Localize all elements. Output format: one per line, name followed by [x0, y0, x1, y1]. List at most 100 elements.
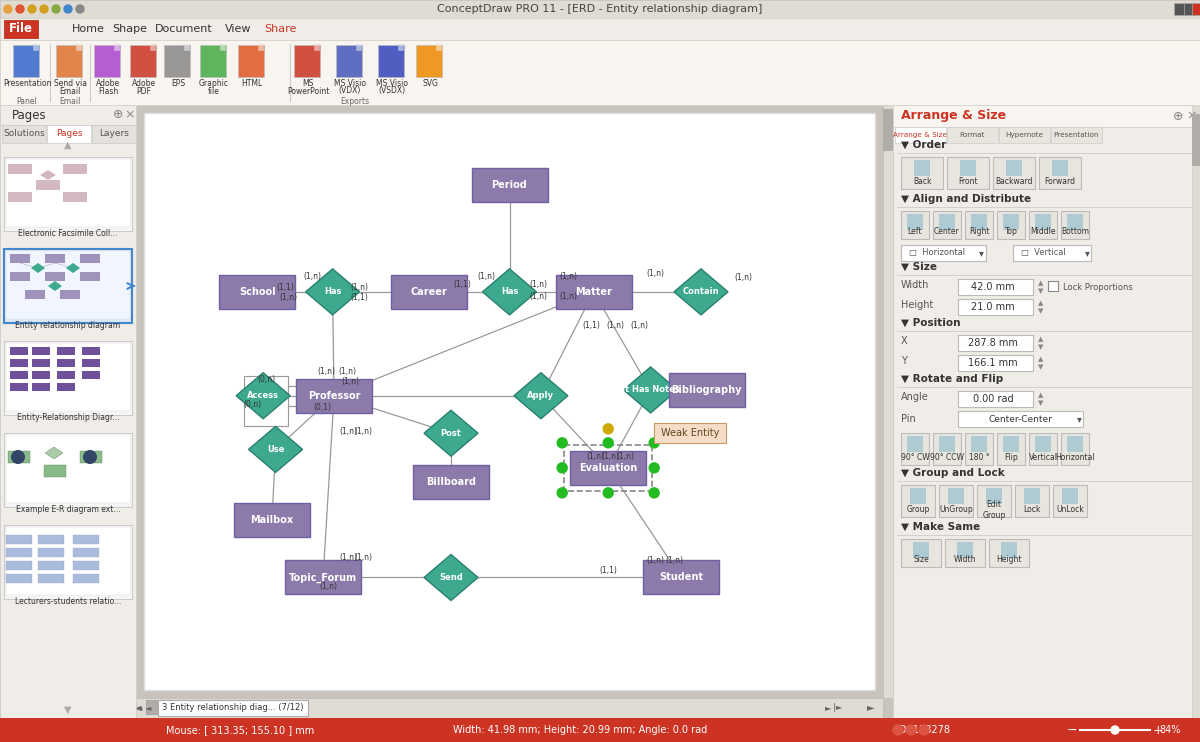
Text: (1,n): (1,n): [350, 283, 368, 292]
FancyBboxPatch shape: [238, 45, 264, 77]
FancyBboxPatch shape: [80, 254, 100, 263]
Text: Pages: Pages: [55, 130, 83, 139]
Text: Career: Career: [410, 287, 448, 297]
Text: Forward: Forward: [1044, 177, 1075, 186]
Text: ▼: ▼: [1038, 288, 1044, 294]
Circle shape: [11, 450, 25, 464]
Text: (1,n): (1,n): [304, 272, 322, 280]
FancyBboxPatch shape: [1015, 485, 1049, 517]
Text: 42.0 mm: 42.0 mm: [971, 282, 1015, 292]
FancyBboxPatch shape: [38, 535, 64, 544]
Text: Share: Share: [264, 24, 296, 34]
FancyBboxPatch shape: [150, 45, 156, 51]
FancyBboxPatch shape: [4, 525, 132, 599]
Text: Example E-R diagram ext...: Example E-R diagram ext...: [16, 505, 120, 513]
Polygon shape: [248, 427, 302, 473]
FancyBboxPatch shape: [10, 371, 28, 379]
Text: SVG: SVG: [422, 79, 438, 88]
Circle shape: [1111, 726, 1120, 734]
FancyBboxPatch shape: [913, 542, 929, 558]
FancyBboxPatch shape: [901, 211, 929, 239]
Text: (1,n): (1,n): [529, 292, 547, 301]
Text: ▼: ▼: [65, 705, 72, 715]
Polygon shape: [306, 269, 360, 315]
FancyBboxPatch shape: [1192, 3, 1200, 15]
FancyBboxPatch shape: [413, 465, 490, 499]
FancyBboxPatch shape: [883, 105, 893, 698]
FancyBboxPatch shape: [296, 378, 372, 413]
Text: Electronic Facsimile Coll...: Electronic Facsimile Coll...: [18, 229, 118, 237]
Text: ▼: ▼: [1038, 364, 1044, 370]
FancyBboxPatch shape: [1174, 3, 1186, 15]
Text: Center: Center: [934, 228, 960, 237]
Text: Group: Group: [906, 505, 930, 514]
Text: Format: Format: [959, 132, 985, 138]
Text: 0.00 rad: 0.00 rad: [973, 394, 1013, 404]
Text: Mailbox: Mailbox: [251, 515, 294, 525]
Text: Panel: Panel: [17, 97, 37, 107]
FancyBboxPatch shape: [940, 485, 973, 517]
Text: ⊕: ⊕: [1172, 110, 1183, 122]
Polygon shape: [40, 170, 56, 180]
Circle shape: [16, 5, 24, 13]
Text: (1,n): (1,n): [280, 293, 298, 302]
FancyBboxPatch shape: [4, 157, 132, 231]
FancyBboxPatch shape: [10, 347, 28, 355]
FancyBboxPatch shape: [0, 105, 136, 125]
FancyBboxPatch shape: [1061, 433, 1090, 465]
Text: ►: ►: [824, 703, 832, 712]
FancyBboxPatch shape: [4, 433, 132, 507]
FancyBboxPatch shape: [1034, 436, 1051, 452]
Polygon shape: [482, 269, 536, 315]
FancyBboxPatch shape: [64, 164, 88, 174]
FancyBboxPatch shape: [668, 373, 745, 407]
FancyBboxPatch shape: [34, 45, 38, 51]
Text: (1,n): (1,n): [318, 367, 336, 376]
Text: Topic_Forum: Topic_Forum: [289, 572, 358, 582]
Text: Home: Home: [72, 24, 104, 34]
Text: Contain: Contain: [683, 287, 719, 296]
FancyBboxPatch shape: [130, 45, 156, 77]
Text: (1,n): (1,n): [606, 321, 624, 330]
FancyBboxPatch shape: [436, 45, 442, 51]
FancyBboxPatch shape: [146, 700, 206, 714]
Text: (1,n): (1,n): [647, 269, 665, 278]
Polygon shape: [66, 263, 80, 273]
Text: (1,n): (1,n): [478, 272, 496, 280]
Text: (1,1): (1,1): [276, 283, 294, 292]
Text: Send: Send: [439, 573, 463, 582]
Text: 3 Entity relationship diag... (7/12): 3 Entity relationship diag... (7/12): [162, 703, 304, 712]
FancyBboxPatch shape: [13, 45, 38, 77]
Text: Top: Top: [1004, 228, 1018, 237]
FancyBboxPatch shape: [940, 214, 955, 230]
FancyBboxPatch shape: [0, 718, 1200, 742]
Polygon shape: [31, 263, 46, 273]
FancyBboxPatch shape: [94, 45, 120, 77]
FancyBboxPatch shape: [73, 548, 98, 557]
Text: ▾: ▾: [978, 248, 984, 258]
Text: Lock: Lock: [1024, 505, 1040, 514]
Circle shape: [64, 5, 72, 13]
FancyBboxPatch shape: [82, 371, 100, 379]
Text: Access: Access: [247, 391, 280, 400]
Text: ▼ Size: ▼ Size: [901, 262, 937, 272]
Text: Period: Period: [492, 180, 527, 190]
Text: ▲: ▲: [1038, 392, 1044, 398]
FancyBboxPatch shape: [73, 535, 98, 544]
FancyBboxPatch shape: [8, 451, 30, 463]
Text: Has: Has: [500, 287, 518, 296]
Text: ▲: ▲: [1038, 300, 1044, 306]
FancyBboxPatch shape: [184, 45, 190, 51]
Text: (1,n): (1,n): [559, 272, 577, 280]
Text: (VSDX): (VSDX): [378, 87, 406, 96]
Text: Height: Height: [901, 300, 934, 310]
Text: Pages: Pages: [12, 108, 47, 122]
Text: ◄: ◄: [136, 703, 143, 712]
FancyBboxPatch shape: [1030, 211, 1057, 239]
Text: Email: Email: [59, 97, 80, 107]
FancyBboxPatch shape: [6, 574, 32, 583]
Text: Presentation: Presentation: [1054, 132, 1099, 138]
Text: View: View: [224, 24, 251, 34]
FancyBboxPatch shape: [971, 436, 986, 452]
FancyBboxPatch shape: [158, 700, 308, 716]
